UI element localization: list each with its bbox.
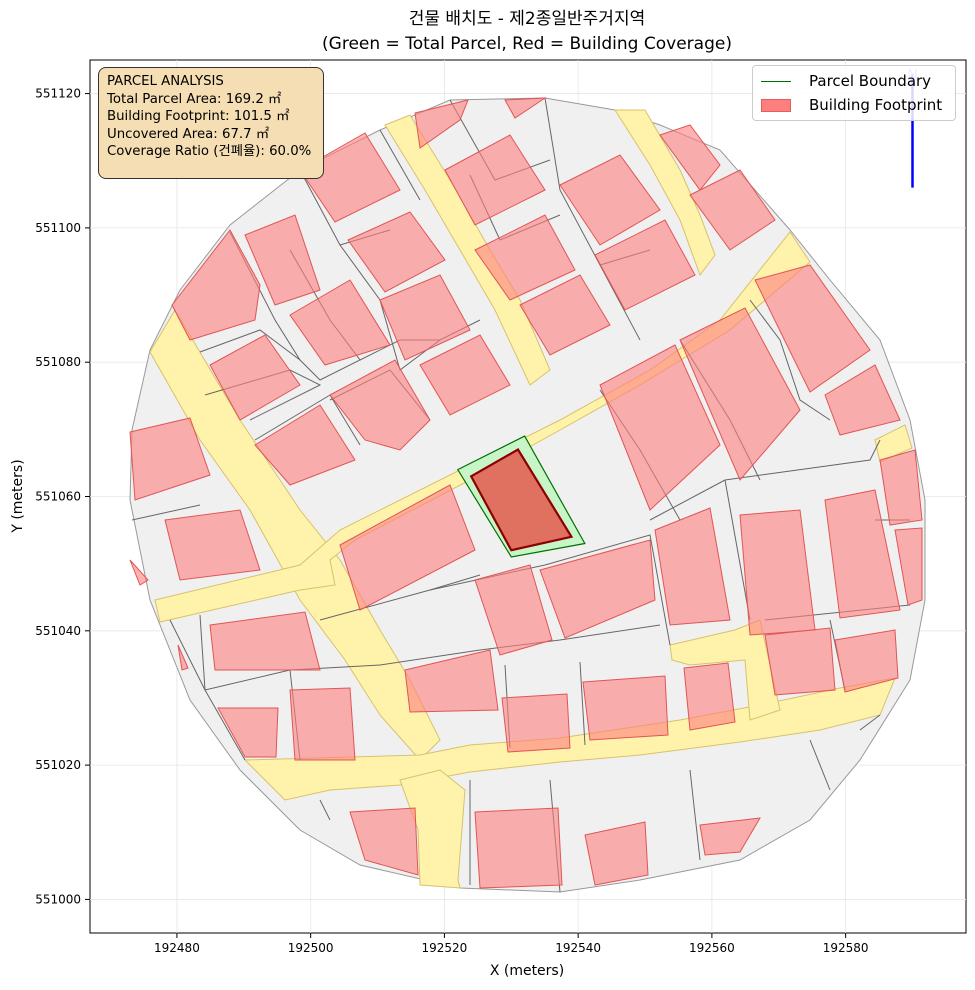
building <box>689 169 776 251</box>
building <box>289 687 356 761</box>
building <box>654 507 731 626</box>
map-layer: N <box>129 67 926 893</box>
target-building <box>469 448 574 552</box>
building <box>404 649 499 713</box>
building <box>539 539 656 639</box>
road-southeast-loop <box>669 619 781 721</box>
info-uncovered: Uncovered Area: 67.7 ㎡ <box>107 126 270 142</box>
y-tick-label: 551020 <box>35 758 81 772</box>
building <box>599 344 721 511</box>
building <box>444 134 546 226</box>
y-tick-label: 551100 <box>35 221 81 235</box>
road-ne <box>614 109 716 277</box>
legend-entry-building: Building Footprint <box>761 96 942 114</box>
building <box>582 675 669 741</box>
building <box>504 97 547 119</box>
building <box>254 404 356 486</box>
legend-label-building: Building Footprint <box>809 96 943 114</box>
y-tick-label: 551000 <box>35 892 81 906</box>
building <box>379 274 471 361</box>
building <box>474 807 563 889</box>
building <box>879 449 923 526</box>
building <box>764 627 836 696</box>
road-north <box>384 114 551 386</box>
legend-patch-swatch <box>761 98 791 112</box>
y-tick-label: 551080 <box>35 355 81 369</box>
building <box>584 821 649 886</box>
building <box>834 629 899 693</box>
x-tick-label: 192580 <box>823 941 869 955</box>
info-coverage: Coverage Ratio (건폐율): 60.0% <box>107 144 312 159</box>
building <box>679 307 801 481</box>
building <box>414 99 469 149</box>
building <box>171 229 261 341</box>
building <box>209 334 301 421</box>
building <box>419 334 511 416</box>
building <box>559 154 661 246</box>
building <box>519 274 611 356</box>
building <box>209 611 321 671</box>
legend: Parcel Boundary Building Footprint <box>752 65 956 121</box>
info-heading: PARCEL ANALYSIS <box>107 74 224 89</box>
y-tick-label: 551060 <box>35 490 81 504</box>
y-tick-label: 551120 <box>35 87 81 101</box>
y-axis-label: Y (meters) <box>10 459 26 533</box>
building <box>244 214 321 306</box>
legend-label-parcel: Parcel Boundary <box>809 72 932 90</box>
x-axis: 192480 192500 192520 192540 192560 192580 <box>154 933 869 955</box>
building <box>754 264 871 393</box>
y-tick-label: 551040 <box>35 624 81 638</box>
building <box>501 693 571 753</box>
building <box>217 707 279 758</box>
building <box>594 219 696 311</box>
x-axis-label: X (meters) <box>490 963 564 979</box>
x-tick-label: 192480 <box>154 941 200 955</box>
building <box>474 214 576 301</box>
y-axis: 551000 551020 551040 551060 551080 551100 5511… <box>35 87 90 906</box>
road-east <box>874 424 913 463</box>
x-tick-label: 192560 <box>689 941 735 955</box>
parcel-analysis-box: PARCEL ANALYSIS Total Parcel Area: 169.2… <box>98 67 324 179</box>
x-tick-label: 192520 <box>422 941 468 955</box>
building <box>177 644 189 671</box>
building <box>339 484 476 611</box>
building <box>164 509 261 581</box>
info-footprint: Building Footprint: 101.5 ㎡ <box>107 109 290 124</box>
building <box>683 662 736 731</box>
building <box>129 559 149 586</box>
building <box>347 211 446 293</box>
building <box>699 817 761 856</box>
building <box>474 564 553 656</box>
building <box>894 527 923 606</box>
legend-line-swatch <box>761 80 791 82</box>
building <box>824 364 901 436</box>
chart-title: 건물 배치도 - 제2종일반주거지역 <box>409 9 645 29</box>
building <box>329 359 431 451</box>
buildings <box>129 97 923 889</box>
road-south-vertical <box>399 769 466 889</box>
building <box>299 132 401 223</box>
building <box>824 489 901 619</box>
legend-entry-parcel: Parcel Boundary <box>761 72 931 90</box>
building <box>349 807 419 876</box>
chart-subtitle: (Green = Total Parcel, Red = Building Co… <box>322 34 732 54</box>
info-total-area: Total Parcel Area: 169.2 ㎡ <box>107 91 282 107</box>
building <box>129 417 211 501</box>
x-tick-label: 192540 <box>555 941 601 955</box>
building <box>659 124 721 191</box>
building <box>289 279 391 366</box>
x-tick-label: 192500 <box>288 941 334 955</box>
